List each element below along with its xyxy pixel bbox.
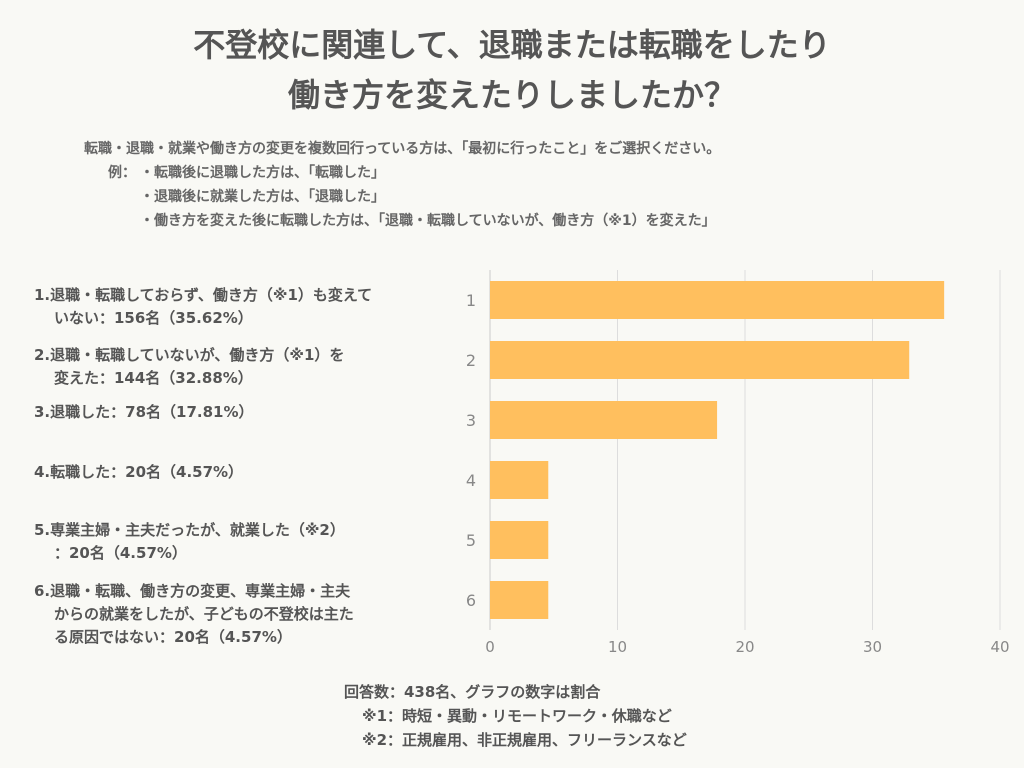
category-label-4-line1: 4.転職した：20名（4.57%） [34, 463, 244, 481]
bar-5 [490, 521, 549, 559]
category-label-2: 2.退職・転職していないが、働き方（※1）を 変えた：144名（32.88%） [34, 344, 454, 390]
chart-subtitle: 転職・退職・就業や働き方の変更を複数回行っている方は、「最初に行ったこと」をご選… [84, 137, 1004, 233]
subtitle-example-label: 例： [108, 165, 136, 181]
footer-note-2: ※2：正規雇用、非正規雇用、フリーランスなど [362, 731, 687, 749]
category-label-2-line2: 変えた：144名（32.88%） [54, 369, 253, 387]
category-label-5-line2: ：20名（4.57%） [54, 544, 187, 562]
bar-6 [490, 581, 549, 619]
x-tick-label-10: 10 [608, 638, 627, 656]
footer-note-1: ※1：時短・異動・リモートワーク・休職など [362, 707, 672, 725]
chart-footer: 回答数：438名、グラフの数字は割合 ※1：時短・異動・リモートワーク・休職など… [344, 680, 687, 752]
chart-title: 不登校に関連して、退職または転職をしたり 働き方を変えたりしましたか？ [0, 20, 1024, 120]
x-tick-label-40: 40 [990, 638, 1009, 656]
y-tick-label-5: 5 [466, 531, 476, 550]
subtitle-instruction: 転職・退職・就業や働き方の変更を複数回行っている方は、「最初に行ったこと」をご選… [84, 141, 721, 157]
bar-1 [490, 281, 945, 319]
y-tick-label-2: 2 [466, 351, 476, 370]
category-label-3: 3.退職した：78名（17.81%） [34, 401, 454, 424]
category-label-6-line3: る原因ではない：20名（4.57%） [54, 628, 292, 646]
category-label-5-line1: 5.専業主婦・主夫だったが、就業した（※2） [34, 521, 345, 539]
category-label-1-line1: 1.退職・転職しておらず、働き方（※1）も変えて [34, 286, 373, 304]
x-tick-label-20: 20 [735, 638, 754, 656]
category-label-6-line1: 6.退職・転職、働き方の変更、専業主婦・主夫 [34, 582, 351, 600]
category-label-6: 6.退職・転職、働き方の変更、専業主婦・主夫 からの就業をしたが、子どもの不登校… [34, 580, 454, 649]
category-label-6-line2: からの就業をしたが、子どもの不登校は主た [54, 605, 354, 623]
y-tick-label-4: 4 [466, 471, 476, 490]
subtitle-example-3: ・働き方を変えた後に転職した方は、「退職・転職していないが、働き方（※1）を変え… [140, 213, 716, 229]
chart-title-line1: 不登校に関連して、退職または転職をしたり [193, 26, 831, 64]
category-label-4: 4.転職した：20名（4.57%） [34, 461, 454, 484]
bar-2 [490, 341, 910, 379]
category-label-1-line2: いない：156名（35.62%） [54, 309, 253, 327]
bar-3 [490, 401, 718, 439]
subtitle-example-row-2: ・退職後に就業した方は、「退職した」 [84, 185, 1004, 209]
y-tick-label-3: 3 [466, 411, 476, 430]
chart-title-line2: 働き方を変えたりしましたか？ [287, 76, 736, 114]
subtitle-example-row-1: 例： ・転職後に退職した方は、「転職した」 [84, 161, 1004, 185]
footer-response-count: 回答数：438名、グラフの数字は割合 [344, 683, 601, 701]
category-label-1: 1.退職・転職しておらず、働き方（※1）も変えて いない：156名（35.62%… [34, 284, 454, 330]
y-tick-label-6: 6 [466, 591, 476, 610]
bar-4 [490, 461, 549, 499]
subtitle-example-1: ・転職後に退職した方は、「転職した」 [140, 165, 385, 181]
x-tick-label-30: 30 [863, 638, 882, 656]
x-tick-label-0: 0 [485, 638, 495, 656]
category-label-3-line1: 3.退職した：78名（17.81%） [34, 403, 254, 421]
category-label-2-line1: 2.退職・転職していないが、働き方（※1）を [34, 346, 345, 364]
category-label-5: 5.専業主婦・主夫だったが、就業した（※2） ：20名（4.57%） [34, 519, 454, 565]
subtitle-example-row-3: ・働き方を変えた後に転職した方は、「退職・転職していないが、働き方（※1）を変え… [84, 209, 1004, 233]
y-tick-label-1: 1 [466, 291, 476, 310]
subtitle-example-2: ・退職後に就業した方は、「退職した」 [140, 189, 385, 205]
